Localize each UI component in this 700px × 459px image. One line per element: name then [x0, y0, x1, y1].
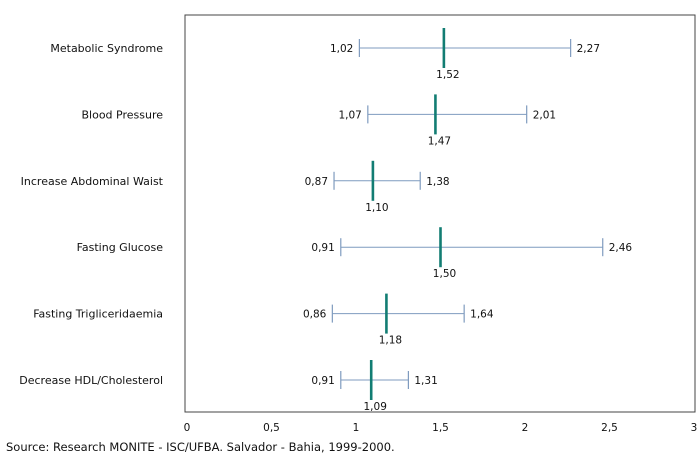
estimate-label: 1,50	[433, 268, 456, 280]
ci-lower-label: 0,87	[305, 176, 328, 188]
category-label: Increase Abdominal Waist	[21, 175, 164, 188]
category-labels: Metabolic Syndrome Blood Pressure Increase…	[19, 42, 163, 387]
x-tick-label: 0,5	[263, 422, 280, 434]
ci-upper-label: 2,46	[609, 242, 633, 254]
category-label: Blood Pressure	[81, 108, 163, 121]
x-tick-label: 2,5	[601, 422, 618, 434]
ci-lower-label: 0,91	[311, 242, 334, 254]
ci-lower-label: 0,91	[311, 375, 334, 387]
confidence-intervals: 1,02 2,27 1,52 1,07 2,01 1,47 0,87 1,38 1,10 0,91…	[303, 28, 632, 413]
estimate-label: 1,10	[365, 202, 388, 214]
estimate-label: 1,09	[364, 401, 387, 413]
x-tick-label: 1,5	[432, 422, 449, 434]
ci-upper-label: 1,64	[470, 309, 494, 321]
ci-lower-label: 0,86	[303, 309, 327, 321]
ci-upper-label: 2,01	[533, 109, 556, 121]
x-axis-ticks: 0 0,5 1 1,5 2 2,5 3	[184, 422, 698, 434]
ci-upper-label: 2,27	[577, 43, 600, 55]
plot-frame	[184, 14, 696, 413]
estimate-label: 1,52	[436, 69, 459, 81]
estimate-label: 1,47	[428, 135, 451, 147]
estimate-label: 1,18	[379, 335, 402, 347]
source-note: Source: Research MONITE - ISC/UFBA. Salv…	[6, 440, 395, 454]
ci-lower-label: 1,02	[330, 43, 353, 55]
category-label: Fasting Trigliceridaemia	[33, 308, 163, 321]
x-tick-label: 1	[353, 422, 360, 434]
category-label: Fasting Glucose	[77, 241, 164, 254]
category-label: Metabolic Syndrome	[50, 42, 163, 55]
x-tick-label: 2	[522, 422, 529, 434]
ci-upper-label: 1,31	[414, 375, 437, 387]
category-label: Decrease HDL/Cholesterol	[19, 374, 163, 387]
x-tick-label: 0	[184, 422, 191, 434]
ci-lower-label: 1,07	[338, 109, 361, 121]
x-tick-label: 3	[691, 422, 698, 434]
ci-upper-label: 1,38	[426, 176, 449, 188]
